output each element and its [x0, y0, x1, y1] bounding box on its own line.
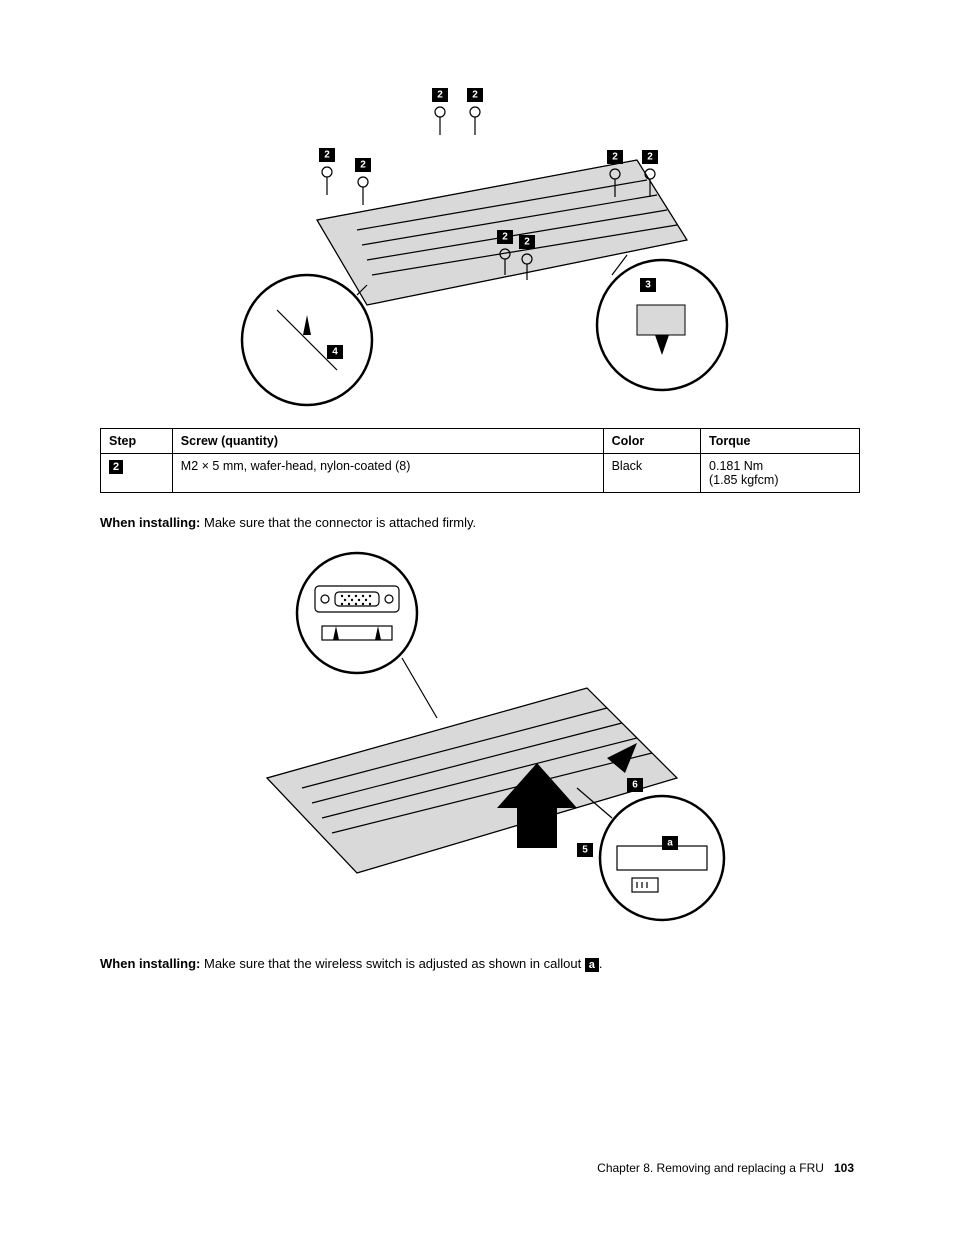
- callout-a: a: [585, 958, 599, 972]
- svg-text:2: 2: [324, 150, 330, 161]
- connector-and-wireless-switch-diagram: 5 6 a: [207, 548, 747, 938]
- footer-page-number: 103: [834, 1161, 854, 1175]
- svg-text:2: 2: [647, 152, 653, 163]
- svg-text:5: 5: [582, 845, 588, 856]
- install-note-connector: When installing: Make sure that the conn…: [100, 515, 860, 530]
- svg-text:2: 2: [472, 90, 478, 101]
- base-cover-screw-diagram: 4 3 2 2 2 2 2 2 2 2: [207, 80, 747, 410]
- svg-text:2: 2: [612, 152, 618, 163]
- note-text-after: .: [599, 956, 603, 971]
- note-prefix: When installing:: [100, 515, 200, 530]
- cell-step: 2: [101, 454, 173, 493]
- table-header-step: Step: [101, 429, 173, 454]
- screw-specification-table: Step Screw (quantity) Color Torque 2 M2 …: [100, 428, 860, 493]
- svg-text:4: 4: [332, 347, 338, 358]
- svg-text:3: 3: [645, 280, 651, 291]
- svg-text:6: 6: [632, 780, 638, 791]
- note-text-before: Make sure that the wireless switch is ad…: [200, 956, 584, 971]
- note-prefix: When installing:: [100, 956, 200, 971]
- note-text: Make sure that the connector is attached…: [200, 515, 476, 530]
- svg-text:2: 2: [437, 90, 443, 101]
- cell-screw: M2 × 5 mm, wafer-head, nylon-coated (8): [172, 454, 603, 493]
- page-footer: Chapter 8. Removing and replacing a FRU …: [597, 1161, 854, 1175]
- step-callout: 2: [109, 460, 123, 474]
- footer-chapter: Chapter 8. Removing and replacing a FRU: [597, 1161, 824, 1175]
- svg-text:2: 2: [524, 237, 530, 248]
- cell-color: Black: [603, 454, 700, 493]
- table-header-torque: Torque: [701, 429, 860, 454]
- install-note-wireless-switch: When installing: Make sure that the wire…: [100, 956, 860, 972]
- svg-text:2: 2: [502, 232, 508, 243]
- cell-torque: 0.181 Nm (1.85 kgfcm): [701, 454, 860, 493]
- table-header-screw: Screw (quantity): [172, 429, 603, 454]
- table-header-color: Color: [603, 429, 700, 454]
- svg-text:2: 2: [360, 160, 366, 171]
- svg-text:a: a: [667, 838, 673, 849]
- table-row: 2 M2 × 5 mm, wafer-head, nylon-coated (8…: [101, 454, 860, 493]
